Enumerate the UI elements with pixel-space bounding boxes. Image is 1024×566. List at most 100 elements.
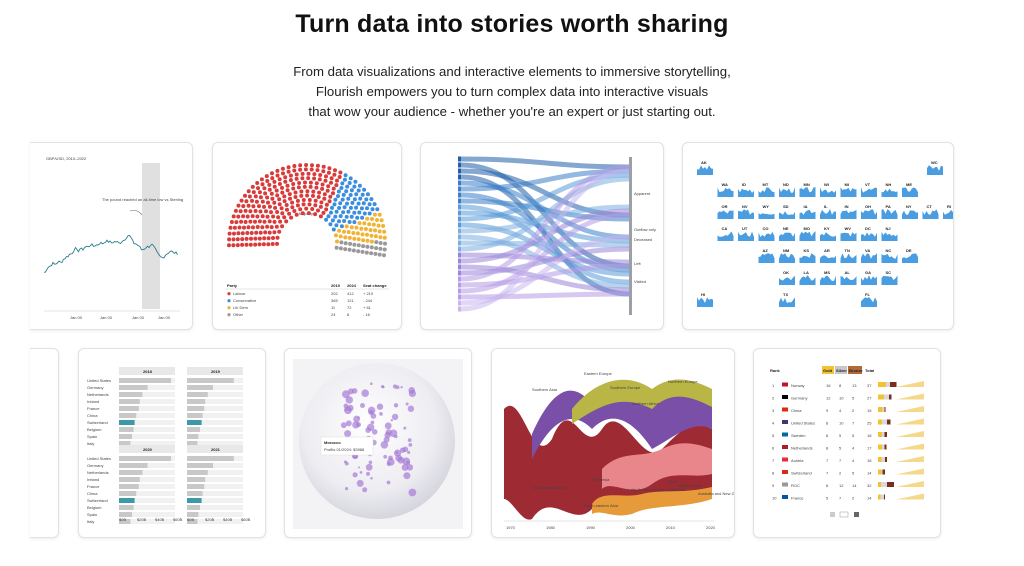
state-tile-mt[interactable]: MT	[758, 182, 775, 197]
state-tile-ct[interactable]: CT	[922, 204, 939, 219]
state-tile-sd[interactable]: SD	[779, 204, 795, 219]
seat-dot	[239, 198, 244, 203]
seat-dot	[352, 210, 357, 215]
seat-dot	[267, 204, 272, 209]
state-tile-tn[interactable]: TN	[840, 248, 857, 263]
state-tile-ok[interactable]: OK	[779, 270, 795, 285]
state-tile-tx[interactable]: TX	[779, 292, 795, 307]
state-tile-nc[interactable]: NC	[881, 248, 898, 263]
state-tile-ri[interactable]: RI	[943, 204, 953, 219]
state-tile-nh[interactable]: NH	[881, 182, 898, 197]
state-tile-de[interactable]: DE	[902, 248, 918, 263]
svg-text:Seat change: Seat change	[363, 283, 387, 288]
state-tile-ny[interactable]: NY	[902, 204, 918, 219]
seat-dot	[280, 166, 285, 171]
medal-row[interactable]: 10 France 5 7 2 14	[772, 493, 924, 501]
state-tile-ia[interactable]: IA	[799, 204, 816, 219]
state-tile-sc[interactable]: SC	[881, 270, 898, 285]
line-chart-card[interactable]: GBP/USD, 2010–2022 The pound reached an …	[30, 142, 193, 330]
state-tile-la[interactable]: LA	[799, 270, 816, 285]
seat-dot	[291, 182, 296, 186]
seat-dot	[279, 206, 284, 211]
pager-prev-icon[interactable]	[830, 512, 835, 517]
state-tile-il[interactable]: IL	[820, 204, 836, 219]
state-tile-pa[interactable]: PA	[881, 204, 898, 219]
state-tile-me[interactable]: ME	[902, 182, 918, 197]
medal-total: 17	[867, 446, 872, 451]
globe-card[interactable]: Morocco Profits 01/2024: $3988	[284, 348, 472, 538]
state-tile-nj[interactable]: NJ	[881, 226, 898, 241]
state-code: ME	[906, 182, 912, 187]
medal-gold: 5	[826, 496, 829, 501]
state-tile-dc[interactable]: DC	[861, 226, 877, 241]
state-tile-wc[interactable]: WC	[927, 160, 943, 175]
state-code: CT	[927, 204, 933, 209]
state-tile-mo[interactable]: MO	[799, 226, 816, 241]
state-tile-ar[interactable]: AR	[820, 248, 836, 263]
state-tile-mi[interactable]: MI	[840, 182, 857, 197]
state-tile-oh[interactable]: OH	[861, 204, 877, 219]
bar-chart-card[interactable]: 2018 United States Germany Netherlands Irela…	[78, 348, 266, 538]
state-tile-hi[interactable]: HI	[697, 292, 713, 307]
seat-dot	[329, 180, 333, 185]
state-tile-id[interactable]: ID	[738, 182, 754, 197]
state-sparkline	[799, 231, 816, 241]
state-tile-fl[interactable]: FL	[861, 292, 877, 307]
pager-current-icon[interactable]	[839, 511, 849, 518]
country-label: France	[87, 406, 100, 411]
seat-dot	[243, 208, 248, 213]
state-tile-vt[interactable]: VT	[861, 182, 877, 197]
state-tile-al[interactable]: AL	[840, 270, 857, 285]
seat-dot	[341, 192, 346, 197]
silver-bar	[882, 407, 885, 412]
axis-tick: $0B	[119, 517, 126, 522]
state-tile-wi[interactable]: WI	[820, 182, 836, 197]
medal-row[interactable]: 3 China 9 4 2 15	[772, 406, 924, 413]
state-tile-ca[interactable]: CA	[717, 226, 734, 241]
bar-bg	[187, 519, 243, 524]
medal-table-card[interactable]: Rank Gold Silver Bronze Total 1 Norway 16 8…	[753, 348, 941, 538]
state-tile-ks[interactable]: KS	[799, 248, 816, 263]
state-tile-ne[interactable]: NE	[779, 226, 795, 241]
sankey-card[interactable]: Apparent Outflow only Deceased Left Visited	[420, 142, 664, 330]
state-tile-ms[interactable]: MS	[820, 270, 836, 285]
parliament-card[interactable]: Majority Party 2019 2024 Seat change Lab…	[212, 142, 402, 330]
state-tile-or[interactable]: OR	[717, 204, 734, 219]
medal-row[interactable]: 9 ROC 6 12 14 32	[772, 481, 924, 488]
state-tile-ga[interactable]: GA	[861, 270, 877, 285]
pager-next-icon[interactable]	[854, 512, 859, 517]
state-tile-va[interactable]: VA	[861, 248, 877, 263]
streamgraph-card[interactable]: Southern Asia Eastern Europe Southern Euro…	[491, 348, 735, 538]
partial-left-card[interactable]	[30, 348, 59, 538]
state-tile-wa[interactable]: WA	[717, 182, 734, 197]
state-tile-in[interactable]: IN	[840, 204, 857, 219]
seat-dot	[272, 179, 277, 184]
state-tile-nd[interactable]: ND	[779, 182, 795, 197]
state-sparkline	[758, 213, 775, 219]
globe-dot	[401, 464, 409, 471]
seat-dot	[266, 236, 271, 241]
state-tile-co[interactable]: CO	[758, 226, 775, 241]
medal-total: 15	[867, 408, 872, 413]
state-tile-az[interactable]: AZ	[758, 248, 775, 263]
medal-row[interactable]: 8 Switzerland 7 2 5 14	[772, 468, 924, 476]
medal-row[interactable]: 2 Germany 12 10 5 27	[772, 393, 924, 401]
state-tile-nv[interactable]: NV	[738, 204, 754, 219]
state-tile-nm[interactable]: NM	[779, 248, 795, 263]
state-tile-ky[interactable]: KY	[820, 226, 836, 241]
seat-dot	[235, 243, 240, 248]
medal-row[interactable]: 7 Austria 7 7 4 18	[772, 456, 924, 463]
medal-row[interactable]: 4 United States 8 10 7 25	[772, 418, 924, 426]
state-tile-ut[interactable]: UT	[738, 226, 754, 241]
medal-row[interactable]: 5 Sweden 8 5 5 18	[772, 431, 924, 438]
state-tile-wv[interactable]: WV	[840, 226, 857, 241]
state-tile-wy[interactable]: WY	[758, 204, 775, 219]
bar-bg	[187, 441, 243, 446]
state-tile-ak[interactable]: AK	[697, 160, 713, 175]
medal-row[interactable]: 1 Norway 16 8 13 37	[772, 381, 924, 388]
state-tile-mn[interactable]: MN	[799, 182, 816, 197]
seat-dot	[326, 214, 331, 219]
medal-row[interactable]: 6 Netherlands 8 5 4 17	[772, 443, 924, 451]
state-map-card[interactable]: AK WC WA ID MT ND MN WI MI VT NH ME OR NV WY SD IA IL IN OH…	[682, 142, 954, 330]
trend-spark	[896, 418, 924, 425]
